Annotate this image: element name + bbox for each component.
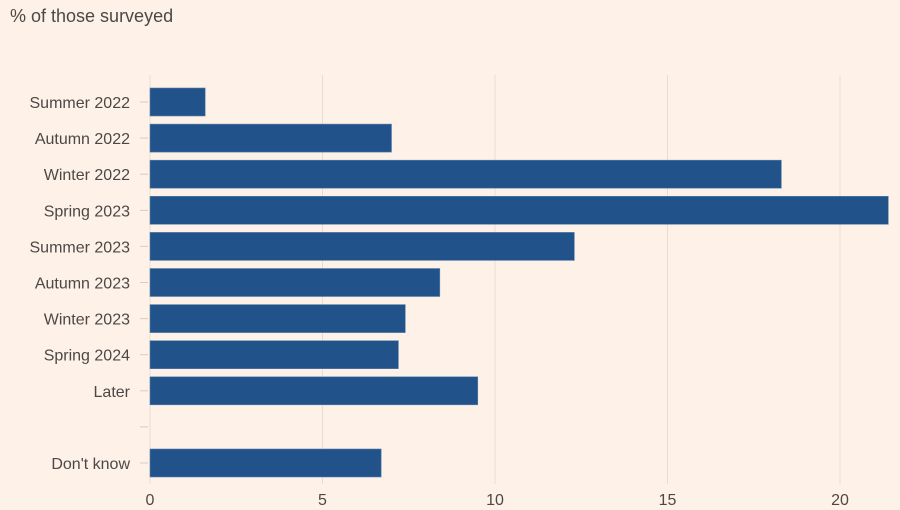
y-category-label: Winter 2023: [44, 312, 130, 329]
bar: [149, 159, 782, 189]
bar: [149, 340, 399, 370]
x-tick-label: 5: [318, 492, 327, 509]
x-tick-label: 10: [486, 492, 504, 509]
bar: [149, 196, 889, 225]
y-category-label: Summer 2023: [30, 239, 131, 256]
bar: [149, 304, 406, 333]
bar: [149, 123, 392, 153]
y-category-label: Don't know: [51, 456, 130, 473]
axis-unit-label: % of those surveyed: [10, 6, 174, 26]
x-tick-label: 0: [146, 492, 155, 509]
bar: [149, 376, 479, 406]
y-category-label: Autumn 2023: [35, 276, 130, 293]
y-category-label: Autumn 2022: [35, 131, 130, 148]
y-category-label: Later: [94, 384, 131, 401]
y-category-label: Spring 2023: [44, 203, 130, 220]
bar: [149, 232, 575, 261]
bar: [149, 87, 206, 117]
bar: [149, 448, 382, 478]
x-tick-label: 20: [831, 492, 849, 509]
bar: [149, 268, 441, 297]
x-tick-label: 15: [659, 492, 677, 509]
y-category-label: Summer 2022: [30, 95, 131, 112]
y-category-label: Winter 2022: [44, 167, 130, 184]
y-category-label: Spring 2024: [44, 348, 130, 365]
